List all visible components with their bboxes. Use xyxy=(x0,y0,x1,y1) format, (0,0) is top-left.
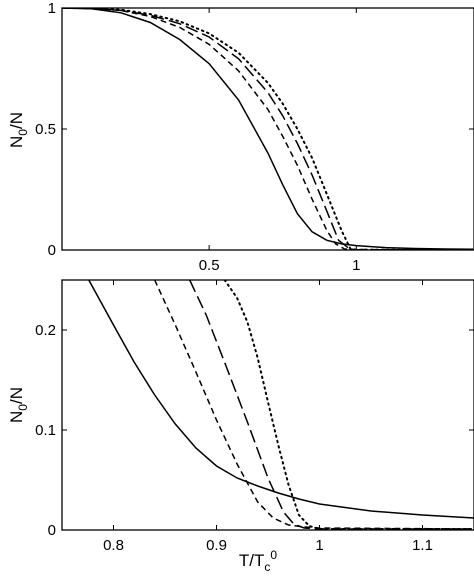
x-tick-label: 0.8 xyxy=(103,537,124,554)
y-tick-label: 1 xyxy=(48,0,56,17)
y-tick-label: 0.5 xyxy=(35,121,56,138)
series-dashed-line xyxy=(154,280,474,530)
top-panel: 0.5 1 0 0.5 1 N0/N xyxy=(7,0,474,274)
series-long-dashed-line xyxy=(189,280,474,530)
x-tick-label: 1 xyxy=(315,537,323,554)
series-solid-line xyxy=(88,280,474,519)
series-dotted-line xyxy=(62,8,474,250)
y-axis-label: N0/N xyxy=(7,112,30,148)
x-tick-label: 0.9 xyxy=(206,537,227,554)
x-tick-label: 1 xyxy=(352,257,360,274)
x-tick-label: 0.5 xyxy=(199,257,220,274)
series-long-dashed-line xyxy=(62,8,474,250)
y-tick-label: 0 xyxy=(48,522,56,539)
x-tick-label: 1.1 xyxy=(412,537,433,554)
x-axis-label: T/Tc0 xyxy=(239,548,278,574)
bottom-panel: 0.8 0.9 1 1.1 0 0.1 0.2 N0/N T/Tc0 xyxy=(7,279,474,574)
y-tick-label: 0.1 xyxy=(35,422,56,439)
plot-frame xyxy=(61,7,474,251)
series-solid-line xyxy=(62,8,474,250)
y-axis-label: N0/N xyxy=(7,387,30,423)
series-dotted-line xyxy=(223,280,474,530)
y-tick-label: 0 xyxy=(48,242,56,259)
plot-frame xyxy=(61,279,474,531)
y-tick-label: 0.2 xyxy=(35,322,56,339)
series-dashed-line xyxy=(62,8,474,250)
